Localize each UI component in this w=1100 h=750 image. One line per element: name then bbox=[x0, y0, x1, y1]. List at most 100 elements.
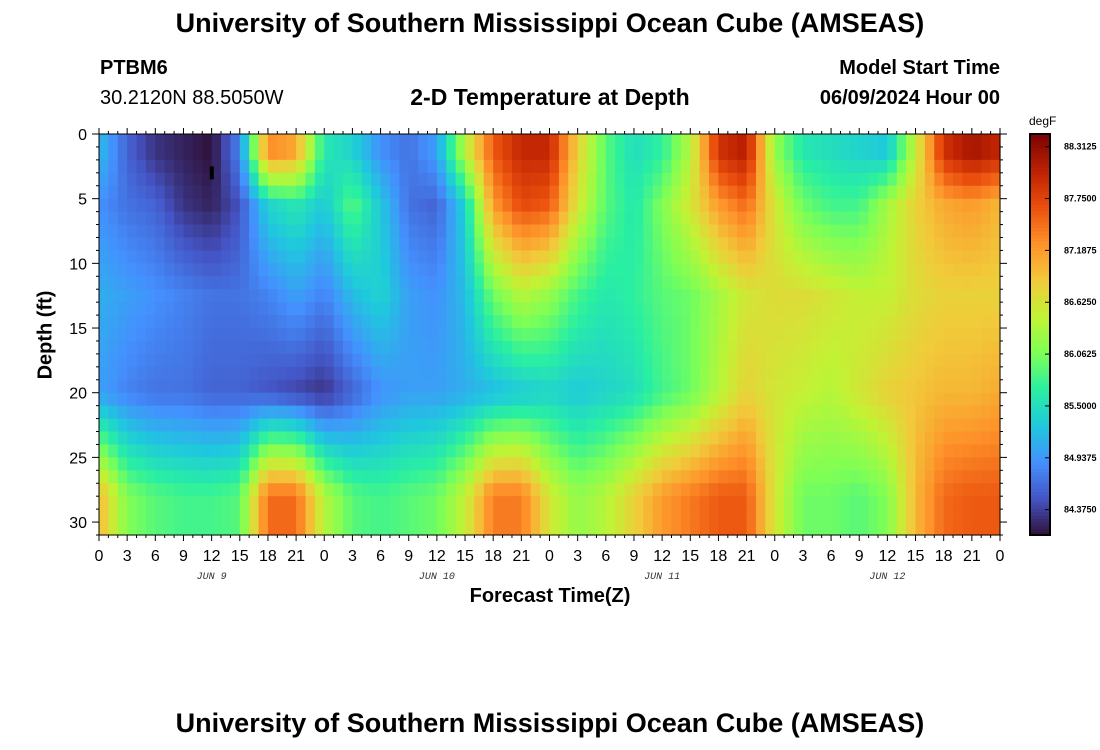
heatmap-cell bbox=[305, 379, 316, 394]
heatmap-cell bbox=[971, 159, 982, 174]
heatmap-cell bbox=[202, 379, 213, 394]
heatmap-cell bbox=[286, 250, 297, 264]
heatmap-cell bbox=[652, 185, 663, 200]
heatmap-cell bbox=[389, 263, 400, 277]
heatmap-cell bbox=[887, 405, 898, 420]
heatmap-cell bbox=[577, 366, 588, 381]
heatmap-cell bbox=[164, 172, 175, 187]
x-tick-label: 0 bbox=[95, 548, 104, 565]
heatmap-cell bbox=[145, 315, 156, 329]
heatmap-cell bbox=[690, 159, 701, 174]
heatmap-cell bbox=[643, 405, 654, 420]
heatmap-cell bbox=[877, 250, 888, 264]
heatmap-cell bbox=[840, 457, 851, 471]
heatmap-cell bbox=[896, 263, 907, 277]
heatmap-cell bbox=[831, 237, 842, 252]
heatmap-cell bbox=[258, 483, 269, 497]
heatmap-cell bbox=[267, 496, 278, 510]
heatmap-cell bbox=[887, 457, 898, 471]
heatmap-cell bbox=[399, 328, 410, 342]
heatmap-cell bbox=[380, 315, 391, 329]
heatmap-cell bbox=[530, 276, 541, 290]
heatmap-cell bbox=[108, 146, 119, 161]
heatmap-cell bbox=[662, 483, 673, 497]
heatmap-cell bbox=[746, 328, 757, 342]
heatmap-cell bbox=[755, 405, 766, 420]
heatmap-cell bbox=[267, 470, 278, 484]
heatmap-cell bbox=[408, 172, 419, 187]
heatmap-cell bbox=[202, 146, 213, 161]
heatmap-cell bbox=[352, 509, 363, 523]
heatmap-cell bbox=[136, 289, 147, 303]
heatmap-cell bbox=[896, 172, 907, 187]
heatmap-cell bbox=[371, 276, 382, 290]
heatmap-cell bbox=[849, 379, 860, 394]
heatmap-cell bbox=[258, 418, 269, 433]
heatmap-cell bbox=[784, 211, 795, 226]
heatmap-cell bbox=[427, 315, 438, 329]
heatmap-cell bbox=[183, 483, 194, 497]
heatmap-cell bbox=[164, 483, 175, 497]
x-tick-label: 21 bbox=[287, 548, 305, 565]
heatmap-cell bbox=[389, 134, 400, 148]
heatmap-cell bbox=[662, 315, 673, 329]
heatmap-cell bbox=[343, 457, 354, 471]
heatmap-cell bbox=[709, 250, 720, 264]
heatmap-cell bbox=[465, 418, 476, 433]
y-tick-label: 10 bbox=[69, 256, 87, 273]
heatmap-cell bbox=[859, 159, 870, 174]
heatmap-cell bbox=[145, 263, 156, 277]
heatmap-cell bbox=[821, 146, 832, 161]
heatmap-cell bbox=[474, 315, 485, 329]
heatmap-cell bbox=[530, 340, 541, 355]
heatmap-cell bbox=[671, 328, 682, 342]
heatmap-cell bbox=[277, 457, 288, 471]
heatmap-cell bbox=[568, 496, 579, 510]
heatmap-cell bbox=[192, 237, 203, 252]
heatmap-cell bbox=[624, 405, 635, 420]
colorbar-segment bbox=[1030, 367, 1050, 372]
heatmap-cell bbox=[155, 263, 166, 277]
heatmap-cell bbox=[784, 263, 795, 277]
heatmap-cell bbox=[774, 302, 785, 316]
heatmap-cell bbox=[981, 470, 992, 484]
heatmap-cell bbox=[361, 366, 372, 381]
heatmap-cell bbox=[624, 496, 635, 510]
heatmap-cell bbox=[455, 470, 466, 484]
heatmap-cell bbox=[455, 315, 466, 329]
heatmap-cell bbox=[164, 146, 175, 161]
heatmap-cell bbox=[652, 340, 663, 355]
heatmap-cell bbox=[380, 509, 391, 523]
heatmap-cell bbox=[652, 457, 663, 471]
heatmap-cell bbox=[633, 483, 644, 497]
heatmap-cell bbox=[868, 483, 879, 497]
heatmap-cell bbox=[662, 418, 673, 433]
heatmap-cell bbox=[765, 172, 776, 187]
heatmap-cell bbox=[127, 353, 138, 368]
heatmap-cell bbox=[746, 159, 757, 174]
heatmap-cell bbox=[934, 366, 945, 381]
heatmap-cell bbox=[258, 237, 269, 252]
heatmap-cell bbox=[221, 496, 231, 510]
heatmap-cell bbox=[624, 172, 635, 187]
heatmap-cell bbox=[446, 366, 457, 381]
heatmap-cell bbox=[812, 457, 823, 471]
colorbar-segment bbox=[1030, 227, 1050, 232]
heatmap-cell bbox=[774, 470, 785, 484]
heatmap-cell bbox=[953, 198, 964, 213]
heatmap-cell bbox=[258, 224, 269, 239]
heatmap-cell bbox=[314, 470, 325, 484]
heatmap-cell bbox=[765, 159, 776, 174]
heatmap-cell bbox=[117, 366, 128, 381]
heatmap-cell bbox=[934, 405, 945, 420]
heatmap-cell bbox=[145, 172, 156, 187]
heatmap-cell bbox=[652, 211, 663, 226]
heatmap-cell bbox=[305, 431, 316, 446]
heatmap-cell bbox=[483, 483, 494, 497]
heatmap-cell bbox=[981, 405, 992, 420]
y-tick-label: 25 bbox=[69, 450, 87, 467]
heatmap-cell bbox=[671, 444, 682, 458]
heatmap-cell bbox=[99, 289, 109, 303]
heatmap-cell bbox=[474, 211, 485, 226]
heatmap-cell bbox=[521, 198, 532, 213]
